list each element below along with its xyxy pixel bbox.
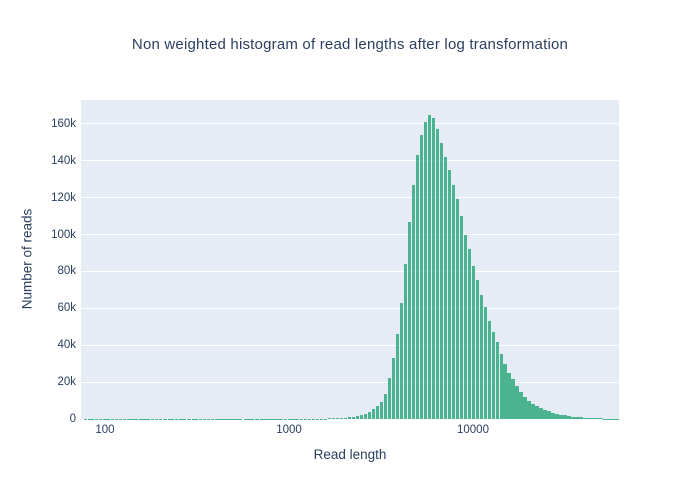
histogram-bar[interactable] [343, 417, 347, 419]
histogram-bar[interactable] [579, 417, 583, 419]
histogram-bar[interactable] [587, 417, 591, 419]
y-tick-label: 100k [51, 228, 76, 241]
histogram-bar[interactable] [559, 414, 563, 419]
x-tick-label: 10000 [456, 424, 489, 436]
y-gridline [81, 234, 619, 235]
histogram-bar[interactable] [555, 413, 559, 419]
histogram-bar[interactable] [351, 416, 355, 419]
histogram-bar[interactable] [431, 118, 435, 419]
y-gridline [81, 307, 619, 309]
chart-title: Non weighted histogram of read lengths a… [131, 36, 569, 53]
y-tick-label: 60k [57, 302, 76, 315]
histogram-bar[interactable] [515, 386, 519, 419]
histogram-bar[interactable] [487, 321, 491, 419]
histogram-bar[interactable] [383, 394, 387, 419]
histogram-bar[interactable] [435, 129, 439, 419]
y-gridline [81, 160, 619, 162]
histogram-bar[interactable] [459, 216, 463, 419]
histogram-bar[interactable] [563, 415, 567, 419]
histogram-bar[interactable] [407, 221, 411, 419]
histogram-bar[interactable] [363, 413, 367, 419]
histogram-bar[interactable] [575, 416, 579, 419]
histogram-bar[interactable] [423, 121, 427, 419]
histogram-bar[interactable] [451, 184, 455, 419]
histogram-bar[interactable] [567, 416, 571, 419]
histogram-bar[interactable] [335, 418, 339, 419]
histogram-bar[interactable] [483, 307, 487, 419]
histogram-bar[interactable] [419, 134, 423, 419]
histogram-bar[interactable] [455, 199, 459, 419]
y-gridline [81, 270, 619, 272]
histogram-bar[interactable] [355, 415, 359, 419]
histogram-bar[interactable] [463, 234, 467, 419]
histogram-bar[interactable] [447, 169, 451, 419]
histogram-bar[interactable] [379, 401, 383, 419]
histogram-bar[interactable] [571, 416, 575, 419]
y-gridline [81, 381, 619, 383]
y-tick-label: 160k [51, 117, 76, 130]
histogram-bar[interactable] [347, 417, 351, 419]
y-tick-label: 140k [51, 154, 76, 167]
histogram-bar[interactable] [399, 302, 403, 419]
histogram-bar[interactable] [427, 114, 431, 419]
y-tick-label: 80k [57, 265, 76, 278]
y-tick-label: 0 [69, 413, 76, 425]
x-tick-label: 1000 [276, 424, 302, 436]
x-axis-title: Read length [313, 447, 387, 462]
histogram-bar[interactable] [519, 392, 523, 419]
histogram-bar[interactable] [371, 409, 375, 419]
histogram-bar[interactable] [595, 418, 599, 419]
histogram-bar[interactable] [539, 407, 543, 419]
histogram-bar[interactable] [535, 406, 539, 419]
histogram-bar[interactable] [531, 404, 535, 419]
histogram-bar[interactable] [339, 418, 343, 419]
histogram-bar[interactable] [367, 411, 371, 419]
histogram-bar[interactable] [479, 295, 483, 419]
histogram-bar[interactable] [507, 372, 511, 419]
histogram-bar[interactable] [591, 418, 595, 419]
histogram-bar[interactable] [523, 397, 527, 419]
histogram-bar[interactable] [583, 417, 587, 419]
y-axis-title: Number of reads [19, 208, 35, 310]
histogram-bar[interactable] [503, 363, 507, 419]
histogram-bar[interactable] [547, 411, 551, 419]
plot-area[interactable] [81, 100, 619, 419]
histogram-bar[interactable] [331, 418, 335, 419]
histogram-bar[interactable] [551, 412, 555, 419]
histogram-bar[interactable] [439, 143, 443, 419]
histogram-bar[interactable] [443, 157, 447, 419]
histogram-bar[interactable] [527, 400, 531, 419]
histogram-bar[interactable] [375, 405, 379, 419]
histogram-bar[interactable] [475, 279, 479, 419]
histogram-bar[interactable] [327, 418, 331, 419]
histogram-bar[interactable] [403, 264, 407, 419]
histogram-bar[interactable] [411, 184, 415, 419]
histogram-bar[interactable] [359, 414, 363, 419]
y-gridline [81, 197, 619, 199]
histogram-bar[interactable] [395, 334, 399, 419]
y-tick-label: 40k [57, 339, 76, 352]
y-tick-label: 120k [51, 191, 76, 204]
histogram-bar[interactable] [467, 249, 471, 419]
x-tick-label: 100 [95, 424, 115, 436]
y-tick-label: 20k [57, 376, 76, 389]
histogram-bar[interactable] [491, 332, 495, 419]
y-gridline [81, 123, 619, 125]
histogram-bar[interactable] [495, 342, 499, 419]
histogram-bar[interactable] [391, 358, 395, 419]
histogram-bar[interactable] [499, 354, 503, 419]
histogram-bar[interactable] [599, 418, 603, 419]
histogram-bar[interactable] [511, 379, 515, 419]
histogram-bar[interactable] [387, 378, 391, 419]
histogram-bar[interactable] [415, 155, 419, 419]
y-gridline [81, 344, 619, 346]
histogram-bar[interactable] [471, 265, 475, 419]
histogram-bar[interactable] [543, 409, 547, 419]
